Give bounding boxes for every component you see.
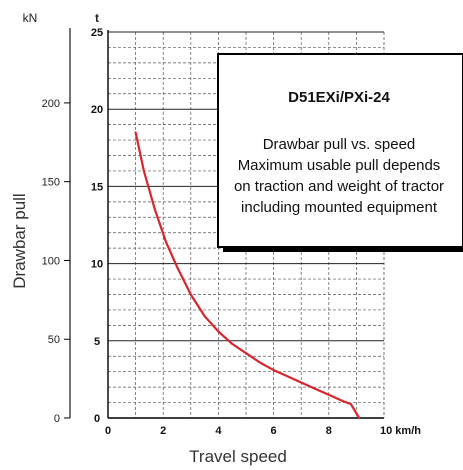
chart-axes xyxy=(69,28,384,419)
chart-ticks: 0 5 10 15 20 25 0 50 100 150 200 0 2 4 6 8 10 km/h xyxy=(42,27,422,437)
y-tick-label-kN: 0 xyxy=(54,413,60,425)
x-tick-label: 6 xyxy=(271,425,277,437)
y-tick-label-t: 0 xyxy=(94,413,100,425)
y-tick-label-t: 20 xyxy=(91,104,103,116)
x-axis-title: Travel speed xyxy=(189,447,287,466)
chart-series xyxy=(134,131,361,420)
info-box-line-3: on traction and weight of tractor xyxy=(234,178,444,195)
y-tick-label-t: 25 xyxy=(91,27,103,39)
y-unit-right-label: t xyxy=(95,11,99,25)
x-tick-label: 8 xyxy=(326,425,332,437)
info-box-line-4: including mounted equipment xyxy=(241,199,438,216)
info-box-title: D51EXi/PXi-24 xyxy=(288,89,390,106)
x-tick-label: 10 km/h xyxy=(380,425,421,437)
y-unit-left-label: kN xyxy=(23,11,38,25)
info-box: D51EXi/PXi-24 Drawbar pull vs. speed Max… xyxy=(217,53,463,252)
y-axis-title: Drawbar pull xyxy=(10,193,29,288)
drawbar-pull-curve xyxy=(134,131,361,420)
info-box-line-1: Drawbar pull vs. speed xyxy=(263,136,416,153)
y-tick-label-t: 10 xyxy=(91,259,103,271)
y-tick-label-kN: 100 xyxy=(42,255,60,267)
x-tick-label: 2 xyxy=(160,425,166,437)
info-box-line-2: Maximum usable pull depends xyxy=(238,157,441,174)
y-tick-label-t: 15 xyxy=(91,181,103,193)
y-tick-label-kN: 200 xyxy=(42,98,60,110)
y-tick-label-kN: 50 xyxy=(48,334,60,346)
x-tick-label: 4 xyxy=(215,425,222,437)
y-tick-label-kN: 150 xyxy=(42,177,60,189)
y-tick-label-t: 5 xyxy=(94,336,100,348)
x-tick-label: 0 xyxy=(105,425,111,437)
info-box-panel xyxy=(217,53,463,248)
